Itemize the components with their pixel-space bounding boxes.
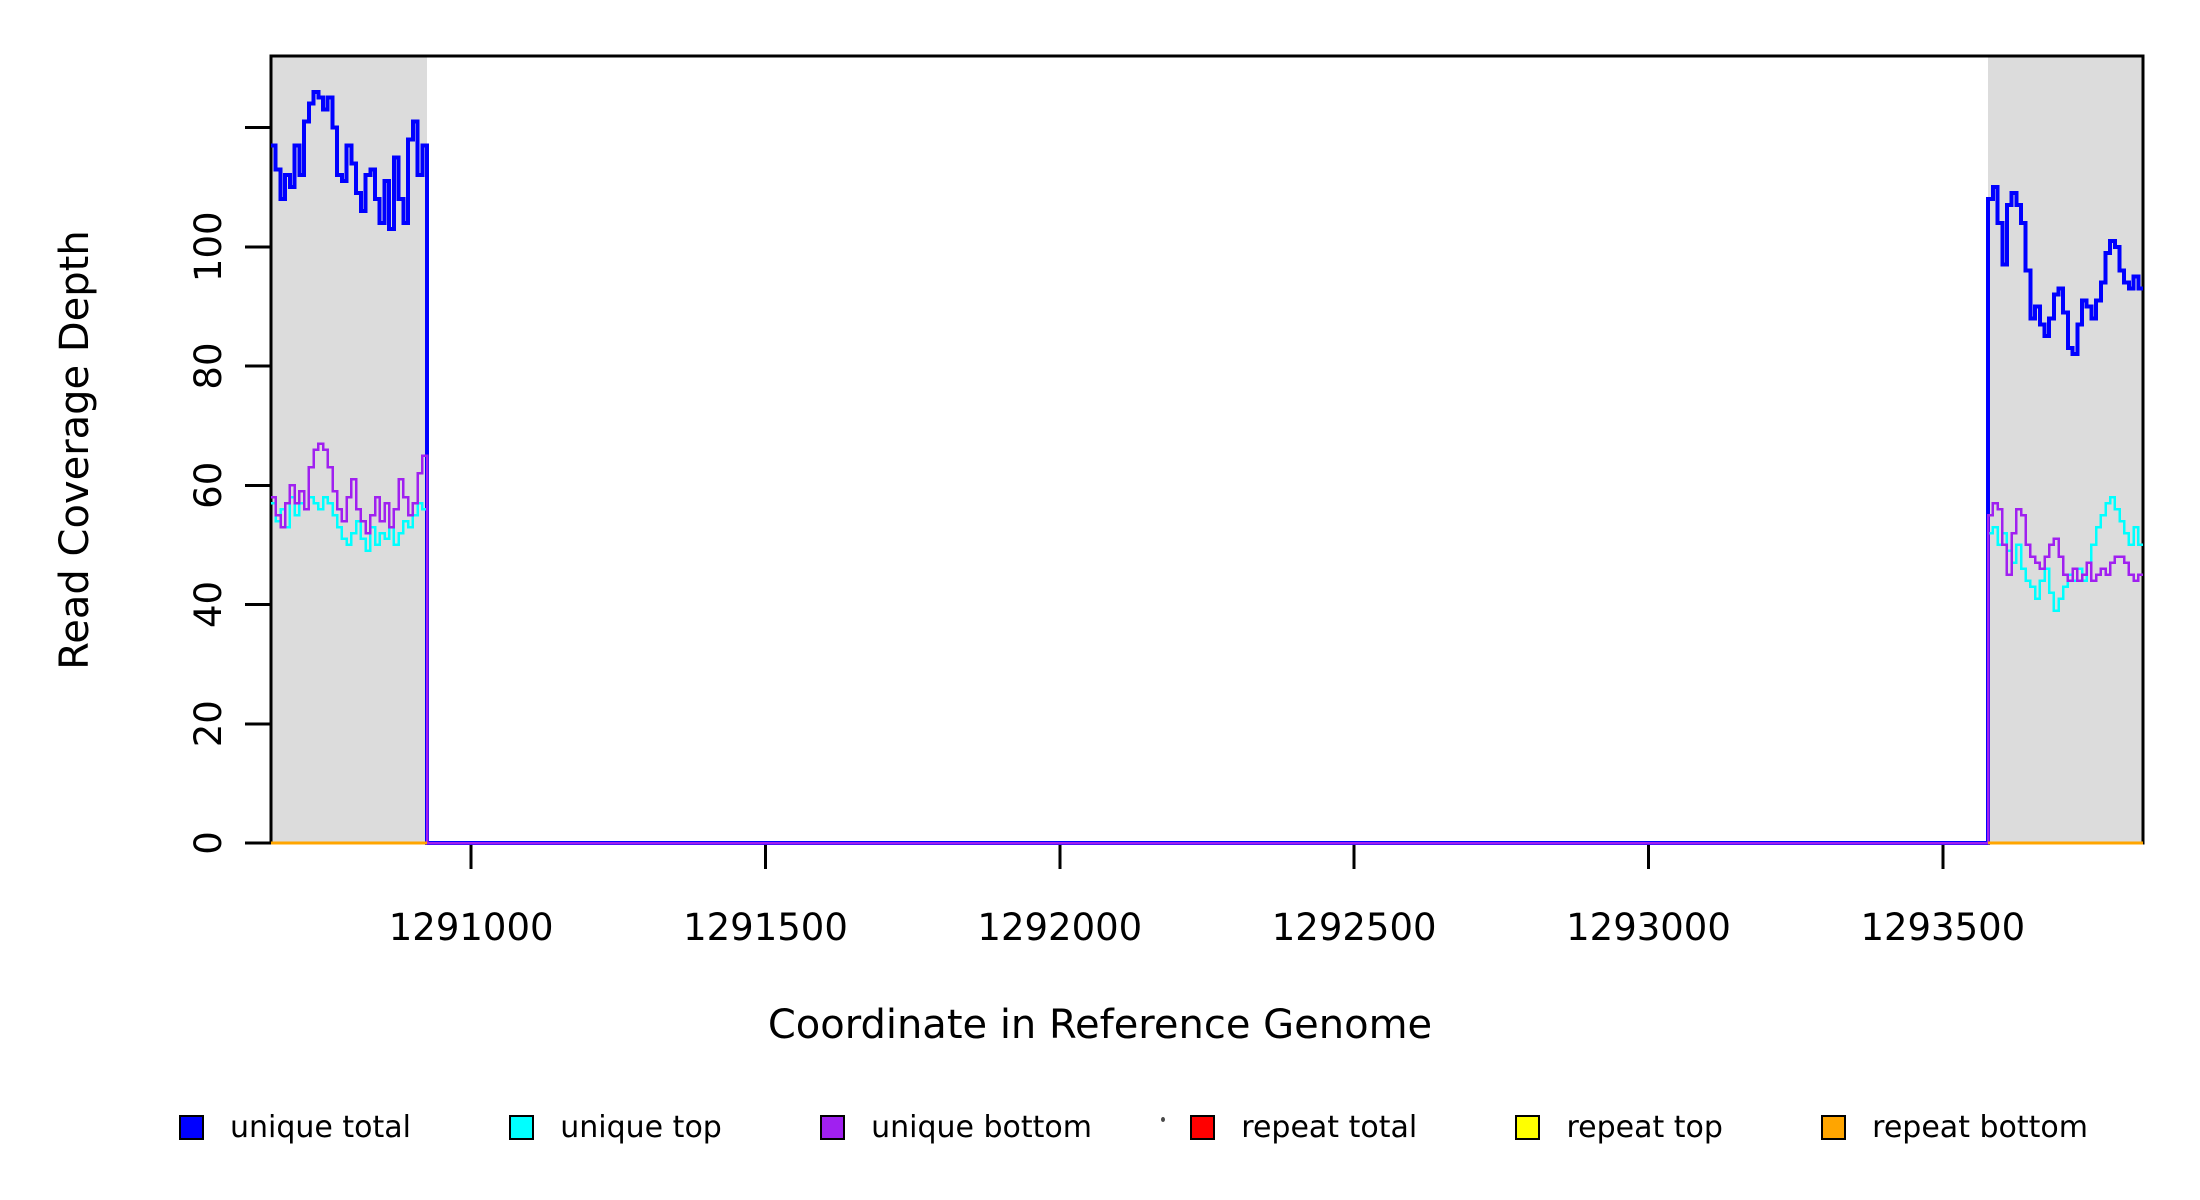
- legend-label: unique top: [560, 1110, 722, 1145]
- legend-swatch-repeat-bottom: [1821, 1115, 1847, 1140]
- legend-item-unique-bottom: unique bottom: [820, 1110, 1092, 1145]
- legend-item-repeat-top: repeat top: [1515, 1110, 1723, 1145]
- legend-swatch-unique-total: [179, 1115, 204, 1140]
- series-unique-total-line: [271, 89, 2143, 845]
- x-axis-tick-label: 1292500: [1272, 906, 1437, 949]
- y-axis-tick-label: 40: [187, 581, 230, 628]
- x-axis-tick-label: 1291500: [683, 906, 848, 949]
- legend-swatch-unique-bottom: [820, 1115, 846, 1140]
- legend-item-repeat-total: repeat total: [1190, 1110, 1417, 1145]
- right-repeat-flank-shading: [1988, 56, 2143, 843]
- y-axis-title: Read Coverage Depth: [52, 230, 98, 670]
- x-axis-tick-label: 1293000: [1566, 906, 1731, 949]
- x-axis-tick-label: 1291000: [389, 906, 554, 949]
- x-axis-tick-label: 1292000: [977, 906, 1142, 949]
- y-axis-tick-label: 0: [187, 831, 230, 855]
- x-axis-tick-label: 1293500: [1860, 906, 2025, 949]
- x-axis-title: Coordinate in Reference Genome: [767, 1002, 1433, 1048]
- legend-label: repeat top: [1566, 1110, 1723, 1145]
- legend-swatch-repeat-top: [1515, 1115, 1541, 1140]
- legend-label: repeat bottom: [1872, 1110, 2088, 1145]
- y-axis-tick-label: 100: [187, 211, 230, 282]
- legend-swatch-unique-top: [509, 1115, 535, 1140]
- plot-border-box: [269, 54, 2145, 845]
- legend-item-repeat-bottom: repeat bottom: [1821, 1110, 2088, 1145]
- series-unique-top-line: [271, 495, 2143, 845]
- legend-label: unique bottom: [871, 1110, 1093, 1145]
- legend-label: repeat total: [1241, 1110, 1418, 1145]
- legend-label: unique total: [230, 1110, 412, 1145]
- y-axis-tick-label: 80: [187, 342, 230, 389]
- y-axis-tick-label: 20: [187, 700, 230, 747]
- stray-mark: [1161, 1117, 1165, 1122]
- y-axis-tick-label: 60: [187, 462, 230, 509]
- legend-item-unique-top: unique top: [509, 1110, 722, 1145]
- left-repeat-flank-shading: [271, 56, 427, 843]
- legend-item-unique-total: unique total: [179, 1110, 411, 1145]
- chart-legend: unique total unique top unique bottom repea…: [179, 1110, 2088, 1145]
- series-unique-bottom-line: [271, 442, 2143, 845]
- legend-swatch-repeat-total: [1190, 1115, 1216, 1140]
